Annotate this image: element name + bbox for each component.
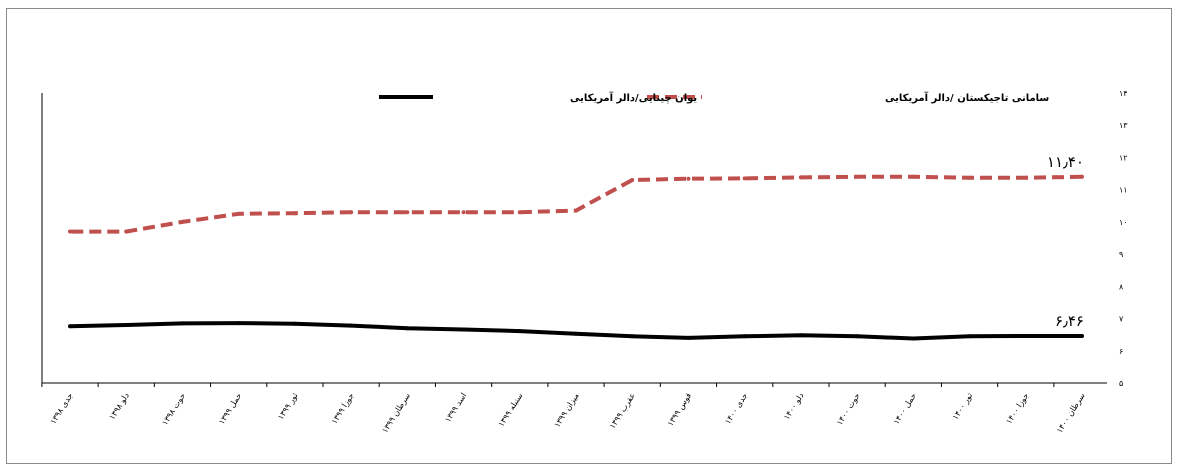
data-point bbox=[180, 219, 185, 224]
data-point bbox=[1023, 175, 1028, 180]
chart-legend: سامانی تاجیکستان /دالر آمریکایی یوان چینا… bbox=[379, 91, 1049, 104]
y-axis-tick-labels: ۵ ۶ ۷ ۸ ۹ ۱۰ ۱۱ ۱۲ ۱۳ ۱۴ bbox=[1119, 89, 1128, 388]
data-point bbox=[574, 208, 578, 213]
data-point bbox=[405, 326, 410, 331]
data-point bbox=[742, 334, 747, 339]
series-end-labels: ۱۱٫۴۰ ۶٫۴۶ bbox=[1047, 153, 1084, 330]
data-point bbox=[236, 321, 241, 326]
series-lines bbox=[68, 174, 1084, 341]
y-tick-label: ۶ bbox=[1119, 347, 1123, 356]
data-point bbox=[798, 333, 803, 338]
y-tick-label: ۱۲ bbox=[1119, 153, 1128, 162]
x-tick-label: ثور ۱۴۰۰ bbox=[951, 391, 975, 421]
legend-label-yuan: یوان چینایی/دالر آمریکایی bbox=[570, 91, 697, 104]
x-tick-label: ثور ۱۳۹۹ bbox=[276, 391, 300, 421]
data-point bbox=[855, 174, 860, 179]
chart-frame: ۵ ۶ ۷ ۸ ۹ ۱۰ ۱۱ ۱۲ ۱۳ ۱۴ سرطان ۱۴۰۰ جوزا ۱۴۰۰ ثور ۱… bbox=[6, 8, 1172, 464]
data-point bbox=[236, 211, 241, 216]
data-point bbox=[461, 210, 466, 215]
chart-axes bbox=[41, 93, 1107, 387]
y-tick-label: ۱۰ bbox=[1119, 218, 1128, 227]
data-point bbox=[798, 175, 803, 180]
legend-label-somoni: سامانی تاجیکستان /دالر آمریکایی bbox=[885, 91, 1049, 104]
y-tick-label: ۱۳ bbox=[1119, 121, 1128, 130]
data-point bbox=[124, 323, 129, 327]
x-axis-tick-labels: سرطان ۱۴۰۰ جوزا ۱۴۰۰ ثور ۱۴۰۰ حمل ۱۴۰۰ حوت ۱… bbox=[48, 391, 1086, 435]
y-tick-label: ۸ bbox=[1119, 282, 1124, 291]
data-point bbox=[349, 323, 354, 328]
data-point bbox=[911, 336, 916, 341]
data-point bbox=[349, 210, 354, 215]
data-point bbox=[1023, 333, 1028, 338]
data-point bbox=[742, 176, 747, 181]
x-tick-label: قوس ۱۳۹۹ bbox=[666, 391, 694, 428]
data-point bbox=[967, 334, 972, 339]
x-tick-label: عقرب ۱۳۹۹ bbox=[608, 391, 637, 430]
data-point bbox=[574, 331, 578, 336]
data-point bbox=[292, 211, 297, 216]
x-tick-label: حوت ۱۴۰۰ bbox=[835, 391, 862, 427]
data-point bbox=[68, 324, 72, 329]
x-tick-label: دلو ۱۴۰۰ bbox=[782, 391, 806, 421]
x-tick-label: حوت ۱۳۹۸ bbox=[160, 391, 187, 427]
y-tick-label: ۵ bbox=[1119, 379, 1123, 388]
y-tick-label: ۱۴ bbox=[1119, 89, 1128, 98]
y-tick-label: ۹ bbox=[1119, 250, 1123, 259]
yuan-end-label: ۶٫۴۶ bbox=[1055, 312, 1084, 330]
data-point bbox=[686, 176, 691, 181]
x-tick-label: سرطان ۱۳۹۹ bbox=[380, 391, 412, 435]
data-point bbox=[405, 210, 410, 215]
data-point bbox=[630, 334, 635, 339]
data-point bbox=[686, 335, 691, 340]
x-tick-label: جوزا ۱۴۰۰ bbox=[1004, 391, 1030, 425]
data-point bbox=[517, 210, 522, 215]
x-tick-label: دلو ۱۳۹۸ bbox=[107, 391, 131, 421]
x-tick-label: حمل ۱۳۹۹ bbox=[217, 391, 243, 426]
x-tick-label: اسد ۱۳۹۹ bbox=[443, 391, 468, 424]
x-tick-label: حمل ۱۴۰۰ bbox=[892, 391, 918, 426]
data-point bbox=[461, 327, 466, 332]
somoni-end-label: ۱۱٫۴۰ bbox=[1047, 153, 1084, 171]
data-point bbox=[68, 229, 72, 234]
data-point bbox=[517, 329, 522, 334]
data-point bbox=[1080, 333, 1084, 338]
x-tick-label: سرطان ۱۴۰۰ bbox=[1055, 391, 1087, 435]
x-tick-label: جوزا ۱۳۹۹ bbox=[330, 391, 356, 425]
y-tick-label: ۱۱ bbox=[1119, 186, 1128, 195]
x-tick-label: سنبله ۱۳۹۹ bbox=[497, 391, 525, 428]
exchange-rate-chart: ۵ ۶ ۷ ۸ ۹ ۱۰ ۱۱ ۱۲ ۱۳ ۱۴ سرطان ۱۴۰۰ جوزا ۱۴۰۰ ثور ۱… bbox=[41, 89, 1128, 435]
data-point bbox=[967, 175, 972, 180]
data-point bbox=[1080, 174, 1084, 179]
data-point bbox=[911, 174, 916, 179]
data-point bbox=[124, 229, 129, 234]
data-point bbox=[180, 321, 185, 326]
data-point bbox=[630, 178, 635, 182]
data-point bbox=[855, 334, 860, 339]
x-tick-label: جدی ۱۳۹۸ bbox=[48, 391, 74, 426]
data-point bbox=[292, 321, 297, 326]
y-tick-label: ۷ bbox=[1119, 315, 1124, 324]
somoni-usd-line bbox=[70, 174, 1083, 234]
yuan-usd-line bbox=[69, 321, 1082, 341]
x-tick-label: میزان ۱۳۹۹ bbox=[552, 391, 580, 429]
x-tick-label: جدی ۱۴۰۰ bbox=[723, 391, 749, 426]
